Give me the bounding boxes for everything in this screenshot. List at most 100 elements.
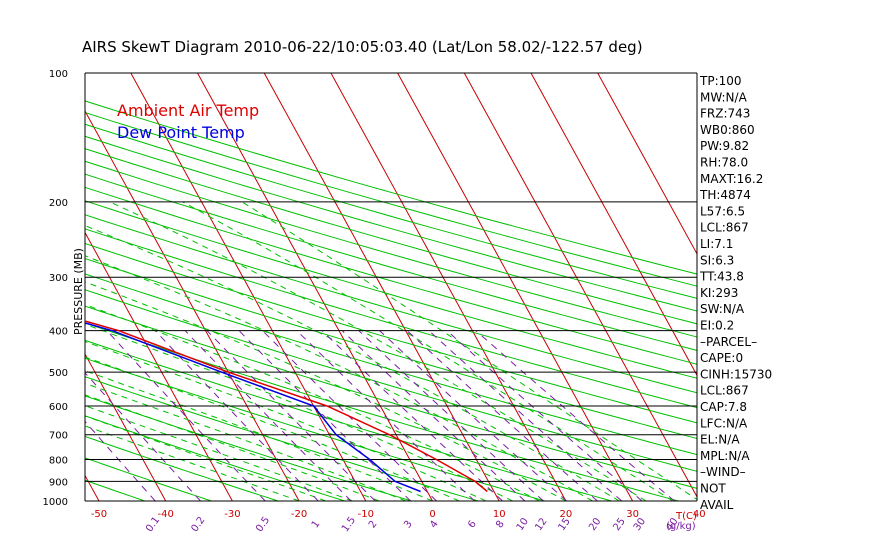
dry-adiabat-line: [85, 289, 697, 472]
dry-adiabat-line: [85, 273, 697, 456]
chart-title: AIRS SkewT Diagram 2010-06-22/10:05:03.4…: [82, 38, 643, 56]
moist-adiabat-line: [109, 201, 647, 501]
dry-adiabat-line: [0, 73, 11, 501]
mixing-ratio-tick-label: 8: [494, 519, 507, 531]
bottom-temp-tick-label: 0: [429, 509, 435, 520]
pressure-tick-label: 700: [49, 431, 68, 442]
bottom-temp-tick-label: 20: [560, 509, 573, 520]
stat-item: MAXT:16.2: [700, 172, 763, 186]
isotherm-line: [0, 73, 32, 501]
bottom-temp-tick-label: -40: [158, 509, 174, 520]
isotherm-line: [85, 231, 233, 501]
dry-adiabat-line: [85, 186, 697, 365]
mixing-ratio-tick-label: 20: [587, 516, 603, 533]
stat-item: NOT: [700, 482, 726, 496]
dry-adiabat-line: [85, 257, 697, 440]
isotherm-line: [463, 73, 697, 498]
stat-item: L57:6.5: [700, 204, 745, 218]
isotherm-line: [530, 73, 697, 377]
dry-adiabat-line: [85, 242, 697, 424]
bottom-temp-tick-label: 30: [626, 509, 639, 520]
mixing-ratio-tick-label: 4: [428, 519, 441, 531]
stats-panel: TP:100 MW:N/A FRZ:743 WB0:860 PW:9.82 RH:78.0…: [699, 74, 772, 512]
moist-adiabat-line: [85, 255, 593, 501]
dry-adiabat-line: [85, 228, 697, 409]
dry-adiabat-line: [85, 160, 697, 338]
dry-adiabat-line: [85, 135, 697, 312]
mixing-ratio-tick-label: 6: [466, 519, 479, 531]
stat-item: TT:43.8: [699, 270, 744, 284]
mixing-ratio-tick-label: 2: [367, 519, 380, 531]
pressure-tick-label: 200: [49, 198, 68, 209]
stat-item: WB0:860: [700, 123, 755, 137]
pressure-tick-label: 900: [49, 477, 68, 488]
mixing-ratio-tick-label: 12: [533, 516, 549, 533]
ambient-air-temp-line: [85, 320, 488, 493]
pressure-tick-labels: 100 200 300 400 500 600 700 800 900 1000: [43, 69, 68, 508]
moist-adiabat-line: [85, 405, 353, 501]
bottom-temp-tick-label: -50: [91, 509, 107, 520]
dry-adiabat-line: [85, 357, 546, 501]
stat-item: MW:N/A: [700, 90, 748, 104]
dry-adiabat-line: [85, 395, 412, 501]
stat-item: SW:N/A: [700, 302, 745, 316]
dry-adiabat-line: [85, 173, 697, 351]
mixing-ratio-tick-label: 1.5: [340, 515, 358, 534]
bottom-temp-tick-label: 40: [693, 509, 706, 520]
stat-item: CAPE:0: [700, 351, 743, 365]
dry-adiabat-line: [85, 123, 697, 299]
isotherm-line: [330, 73, 567, 501]
moist-adiabat-line: [85, 225, 620, 501]
isotherm-line: [85, 110, 300, 501]
dry-adiabat-line: [85, 339, 612, 501]
bottom-temp-tick-label: 10: [493, 509, 506, 520]
moist-adiabat-line: [85, 304, 540, 501]
mixing-ratio-tick-label: 3: [402, 519, 415, 531]
pressure-tick-label: 100: [49, 69, 68, 80]
mixing-ratio-unit: (g/kg): [666, 521, 696, 532]
bottom-temp-unit: T(C): [675, 511, 697, 522]
legend-ambient-air-temp: Ambient Air Temp: [117, 101, 259, 120]
stat-item: CAP:7.8: [700, 400, 747, 414]
pressure-tick-label: 600: [49, 402, 68, 413]
stat-item: LCL:867: [700, 221, 749, 235]
dry-adiabat-line: [85, 214, 697, 394]
dry-adiabat-line: [85, 435, 279, 501]
stat-item: PW:9.82: [700, 139, 749, 153]
stat-item: SI:6.3: [700, 253, 734, 267]
stat-item: TH:4874: [699, 188, 751, 202]
stat-item: KI:293: [700, 286, 738, 300]
moist-adiabat-line: [85, 425, 300, 501]
moist-adiabat-line: [85, 341, 487, 501]
stat-item: LFC:N/A: [700, 416, 748, 430]
mixing-ratio-tick-label: 0.2: [189, 515, 207, 534]
dry-adiabat-line: [85, 457, 212, 501]
stat-item: RH:78.0: [700, 156, 748, 170]
stat-item: –WIND–: [700, 465, 746, 479]
dry-adiabat-line: [85, 305, 697, 489]
moist-adiabat-line: [85, 281, 567, 501]
isotherm-line: [397, 73, 634, 501]
legend-dew-point-temp: Dew Point Temp: [117, 123, 245, 142]
stat-item: EI:0.2: [700, 319, 734, 333]
isotherm-line: [130, 73, 367, 501]
pressure-tick-label: 1000: [43, 497, 68, 508]
dry-adiabat-line: [85, 200, 697, 379]
stat-item: AVAIL: [700, 498, 734, 512]
stat-item: –PARCEL–: [700, 335, 757, 349]
mixing-ratio-tick-label: 1: [310, 519, 323, 531]
bottom-temp-tick-label: -30: [224, 509, 240, 520]
stat-item: CINH:15730: [700, 367, 772, 381]
stat-item: FRZ:743: [700, 107, 750, 121]
moist-adiabat-line: [85, 415, 326, 501]
dry-adiabat-line: [85, 100, 697, 275]
moist-adiabat-line: [241, 201, 697, 501]
bottom-temp-tick-labels: -50 -40 -30 -20 -10 0 10 20 30 40: [91, 509, 706, 520]
stat-item: LCL:867: [700, 384, 749, 398]
bottom-temp-tick-label: -10: [358, 509, 374, 520]
isotherm-line: [597, 73, 697, 255]
y-axis-label: PRESSURE (MB): [72, 248, 85, 335]
mixing-ratio-tick-label: 10: [515, 516, 531, 533]
isobar-lines: [84, 72, 698, 502]
